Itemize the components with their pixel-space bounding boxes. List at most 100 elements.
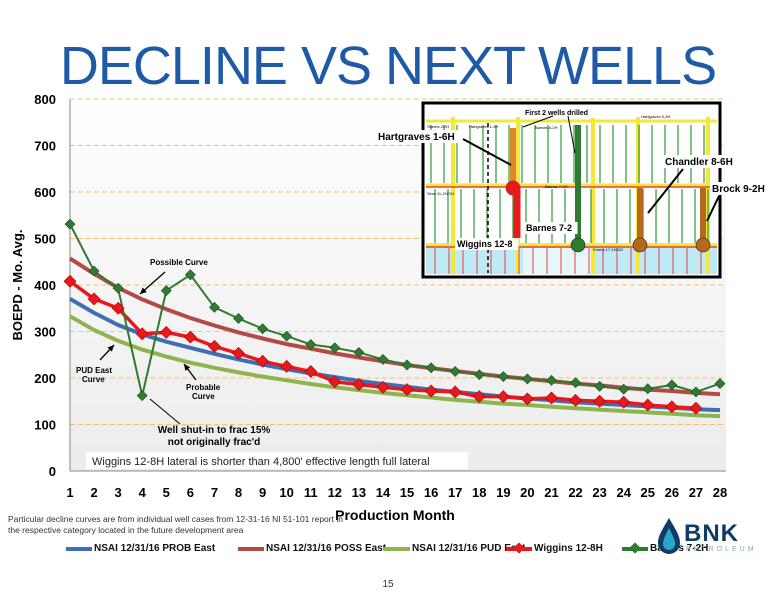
x-tick-label: 17 [448,485,462,500]
point-wiggins [424,384,438,398]
inset-small-label: Hartgraves 1-3H [469,124,498,129]
point-wiggins [400,383,414,397]
point-barnes [425,362,437,374]
point-wiggins [545,391,558,405]
y-tick-label: 300 [34,325,56,340]
series-line-prob [68,297,721,413]
x-tick-label: 28 [713,485,727,500]
x-tick-label: 26 [665,485,679,500]
point-wiggins [376,380,390,394]
annotation-possible-curve: Possible Curve [150,258,208,267]
x-tick-label: 9 [259,485,266,500]
point-wiggins [569,393,582,407]
drop-icon [658,518,680,554]
point-barnes [521,373,533,385]
x-tick-label: 2 [90,485,97,500]
point-wiggins [304,365,318,378]
legend-item: NSAI 12/31/16 PROB East [66,543,215,554]
legend-item: NSAI 12/31/16 PUD East [384,543,525,554]
annotation-pud-curve: PUD East Curve [76,366,112,384]
legend-label: NSAI 12/31/16 PUD East [412,543,526,554]
legend-label: NSAI 12/31/16 POSS East [266,543,387,554]
point-barnes [64,218,76,230]
x-tick-label: 12 [328,485,342,500]
legend-swatch [506,541,532,554]
point-barnes [690,386,702,398]
point-barnes [209,301,220,313]
point-barnes [594,380,606,392]
point-wiggins [232,346,245,360]
x-tick-label: 1 [66,485,73,500]
legend-swatch [622,541,648,554]
point-wiggins [87,292,101,306]
hartgraves-leader [462,138,512,166]
first-wells-leader [567,115,576,154]
slide-title: DECLINE VS NEXT WELLS [59,36,717,96]
x-axis-title: Production Month [335,507,455,523]
logo-text: BNK [684,520,739,547]
y-tick-label: 0 [49,464,56,479]
legend-label: Wiggins 12-8H [534,543,603,554]
point-wiggins [472,390,486,404]
label-hartgraves: Hartgraves 1-6H [378,132,455,143]
inset-small-label: Hartgraves 5-3H [641,114,670,119]
x-tick-label: 4 [139,485,147,500]
inset-small-label: Sheets 2-2H [427,124,449,129]
point-barnes [112,282,124,294]
brock-well-icon [695,237,711,253]
y-tick-label: 100 [34,418,56,433]
x-tick-label: 13 [352,485,366,500]
point-barnes [257,323,269,335]
annotation-lateral-note: Wiggins 12-8H lateral is shorter than 4,… [92,456,430,468]
wiggins-well-icon [506,181,520,195]
point-wiggins [520,392,534,406]
x-tick-label: 3 [115,485,122,500]
point-barnes [136,390,148,402]
x-tick-label: 21 [544,485,558,500]
point-wiggins [135,327,149,341]
footnote: Particular decline curves are from indiv… [8,514,343,535]
arrow-possible-head [140,287,147,294]
x-tick-label: 23 [592,485,606,500]
point-barnes [642,383,654,395]
point-wiggins [159,326,173,339]
label-chandler: Chandler 8-6H [665,157,733,168]
point-wiggins [352,378,366,391]
point-barnes [570,377,581,389]
point-barnes [233,313,244,324]
point-wiggins [496,390,510,404]
point-barnes [88,265,100,277]
series-line-barnes [69,223,721,397]
y-axis-title: BOEPD - Mo. Avg. [10,230,25,341]
inset-small-label: Barnes 7-2H [545,184,568,189]
label-wiggins: Wiggins 12-8 [457,239,512,249]
label-barnes: Barnes 7-2 [526,223,572,233]
y-tick-label: 200 [34,371,56,386]
arrow-pud-head [107,345,114,352]
annotation-probable-curve: Probable Curve [186,383,221,401]
x-tick-label: 11 [304,485,318,500]
point-barnes [281,330,293,342]
x-tick-label: 22 [568,485,582,500]
point-wiggins [256,354,270,368]
point-barnes [184,269,196,281]
x-tick-label: 7 [211,485,218,500]
point-barnes [401,359,413,371]
legend-swatch [66,546,92,551]
point-wiggins [665,400,679,414]
point-barnes [546,374,557,386]
logo-subtext: PETROLEUM [686,546,757,553]
y-tick-label: 400 [34,278,56,293]
chandler-well-icon [632,237,648,253]
point-wiggins [641,398,655,412]
note-box [86,452,468,469]
brock-leader [706,195,720,222]
label-brock: Brock 9-2H [712,184,765,195]
page-number: 15 [382,579,394,590]
x-tick-label: 6 [187,485,194,500]
point-barnes [666,379,678,391]
company-logo: BNK PETROLEUM [656,516,768,560]
legend-item: Wiggins 12-8H [506,541,603,554]
inset-small-label: Barnes 6-2H [535,125,558,130]
